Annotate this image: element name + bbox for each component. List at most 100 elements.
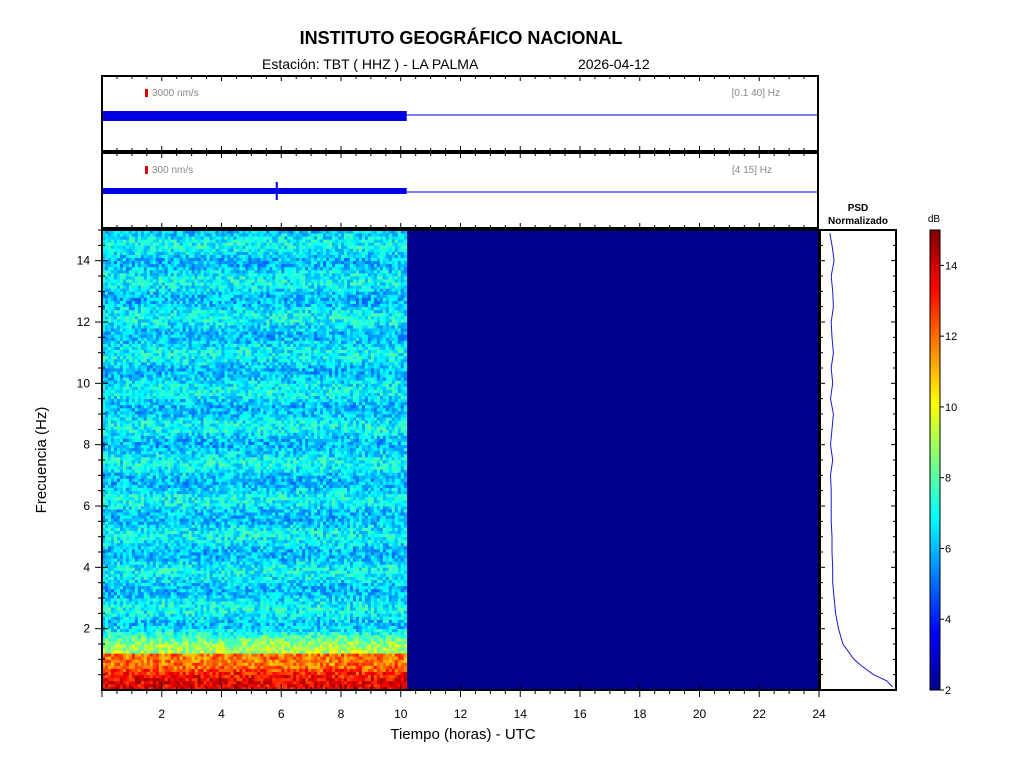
spectrogram-cell — [320, 582, 324, 587]
spectrogram-cell — [379, 570, 384, 574]
spectrogram-cell — [370, 570, 375, 574]
spectrogram-cell — [137, 653, 142, 657]
spectrogram-cell — [358, 570, 363, 574]
spectrogram-cell — [215, 677, 219, 682]
spectrogram-cell — [134, 656, 139, 660]
spectrogram-cell — [197, 683, 201, 688]
spectrogram-cell — [308, 610, 312, 614]
spectrogram-cell — [206, 613, 210, 617]
spectrogram-cell — [373, 650, 378, 654]
spectrogram-cell — [257, 662, 261, 666]
spectrogram-cell — [200, 567, 204, 571]
spectrogram-cell — [102, 567, 106, 571]
spectrogram-cell — [143, 668, 148, 672]
spectrogram-cell — [260, 628, 264, 633]
spectrogram-cell — [338, 671, 342, 676]
spectrogram-cell — [379, 659, 384, 663]
spectrogram-cell — [134, 616, 139, 620]
spectrogram-cell — [287, 558, 291, 562]
spectrogram-cell — [343, 622, 348, 626]
spectrogram-cell — [203, 579, 207, 584]
spectrogram-cell — [385, 579, 390, 584]
spectrogram-cell — [254, 607, 258, 611]
spectrogram-cell — [200, 619, 204, 623]
spectrogram-cell — [218, 561, 222, 565]
spectrogram-cell — [266, 610, 270, 614]
spectrogram-cell — [329, 591, 333, 596]
spectrogram-cell — [317, 625, 321, 630]
spectrogram-cell — [320, 548, 324, 553]
spectrogram-cell — [242, 677, 246, 682]
spectrogram-cell — [370, 647, 375, 651]
spectrogram-cell — [176, 634, 181, 639]
spectrogram-cell — [314, 561, 318, 565]
trace2-band-label: [4 15] Hz — [732, 165, 772, 176]
spectrogram-cell — [248, 637, 252, 642]
spectrogram-cell — [275, 637, 279, 642]
spectrogram-cell — [355, 640, 360, 645]
spectrogram-cell — [290, 564, 294, 568]
spectrogram-cell — [104, 668, 109, 672]
spectrogram-cell — [215, 588, 219, 593]
spectrogram-cell — [182, 613, 187, 617]
spectrogram-cell — [302, 647, 306, 651]
spectrogram-cell — [212, 631, 216, 636]
spectrogram-cell — [227, 668, 231, 672]
spectrogram-cell — [194, 619, 198, 623]
spectrogram-cell — [233, 662, 237, 666]
spectrogram-cell — [329, 570, 333, 574]
spectrogram-cell — [116, 601, 121, 605]
spectrogram-cell — [349, 671, 354, 676]
spectrogram-cell — [349, 579, 354, 584]
spectrogram-cell — [236, 677, 240, 682]
spectrogram-cell — [128, 631, 133, 636]
spectrogram-cell — [230, 625, 234, 630]
spectrogram-cell — [140, 671, 145, 676]
spectrogram-cell — [233, 610, 237, 614]
spectrogram-cell — [152, 665, 157, 669]
spectrogram-cell — [397, 591, 402, 596]
spectrogram-cell — [113, 665, 118, 669]
spectrogram-cell — [385, 610, 390, 614]
spectrogram-cell — [218, 656, 222, 660]
spectrogram-cell — [170, 561, 175, 565]
spectrogram-cell — [206, 650, 210, 654]
spectrogram-cell — [367, 619, 372, 623]
spectrogram-cell — [227, 588, 231, 593]
spectrogram-cell — [102, 686, 106, 691]
spectrogram-cell — [251, 558, 255, 562]
spectrogram-cell — [400, 668, 405, 672]
spectrogram-cell — [125, 576, 130, 580]
spectrogram-cell — [185, 631, 190, 636]
spectrogram-cell — [343, 585, 348, 590]
spectrogram-cell — [302, 552, 306, 556]
spectrogram-cell — [170, 671, 175, 676]
spectrogram-cell — [242, 564, 246, 568]
spectrogram-cell — [400, 567, 405, 571]
spectrogram-cell — [134, 628, 139, 633]
spectrogram-cell — [343, 594, 348, 599]
spectrogram-cell — [110, 650, 115, 654]
spectrogram-cell — [346, 579, 351, 584]
spectrogram-cell — [128, 558, 133, 562]
spectrogram-cell — [179, 555, 184, 559]
spectrogram-cell — [218, 613, 222, 617]
spectrogram-cell — [233, 548, 237, 553]
spectrogram-cell — [206, 579, 210, 584]
spectrogram-cell — [233, 647, 237, 651]
spectrogram-cell — [104, 680, 109, 685]
spectrogram-cell — [284, 570, 288, 574]
spectrogram-cell — [272, 594, 276, 599]
spectrogram-cell — [170, 594, 175, 599]
spectrogram-cell — [373, 588, 378, 593]
spectrogram-cell — [272, 674, 276, 679]
spectrogram-cell — [376, 585, 381, 590]
spectrogram-cell — [305, 558, 309, 562]
spectrogram-cell — [364, 555, 369, 559]
spectrogram-cell — [116, 552, 121, 556]
spectrogram-cell — [323, 588, 327, 593]
spectrogram-cell — [296, 640, 300, 645]
spectrogram-cell — [308, 665, 312, 669]
spectrogram-cell — [352, 619, 357, 623]
spectrogram-cell — [385, 680, 390, 685]
